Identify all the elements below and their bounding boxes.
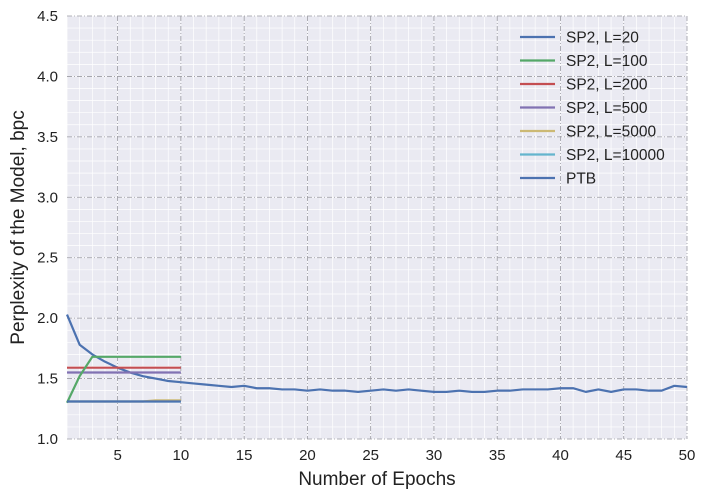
legend-label: SP2, L=10000 [566,147,665,164]
series-lines [65,314,688,404]
x-tick-label: 25 [362,447,379,464]
y-axis-label: Perplexity of the Model, bpc [8,110,29,344]
y-tick-label: 3.0 [37,189,58,206]
x-tick-label: 15 [236,447,253,464]
legend-label: SP2, L=100 [566,53,648,70]
y-tick-label: 4.0 [37,68,58,85]
x-tick-label: 45 [615,447,632,464]
legend-label: SP2, L=200 [566,77,648,94]
y-tick-label: 1.5 [37,371,58,388]
x-tick-label: 30 [426,447,443,464]
legend-label: SP2, L=500 [566,100,648,117]
x-tick-labels: 5 10 15 20 25 30 35 40 45 50 [113,447,695,464]
series-line [66,355,181,404]
series-line [65,314,688,393]
y-tick-label: 2.0 [37,310,58,327]
x-tick-label: 20 [299,447,316,464]
x-tick-label: 35 [489,447,506,464]
y-tick-label: 3.5 [37,129,58,146]
x-tick-label: 5 [113,447,121,464]
x-tick-label: 40 [552,447,569,464]
legend: SP2, L=20 SP2, L=100 SP2, L=200 SP2, L=500 S… [520,30,665,188]
y-tick-labels: 1.0 1.5 2.0 2.5 3.0 3.5 4.0 4.5 [37,8,58,448]
y-tick-label: 1.0 [37,431,58,448]
legend-label: SP2, L=5000 [566,124,656,141]
x-tick-label: 10 [173,447,190,464]
y-tick-label: 4.5 [37,8,58,25]
y-tick-label: 2.5 [37,250,58,267]
legend-label: PTB [566,171,596,188]
x-axis-label: Number of Epochs [298,469,455,490]
major-gridlines [67,15,688,440]
legend-label: SP2, L=20 [566,30,639,47]
x-tick-label: 50 [679,447,696,464]
